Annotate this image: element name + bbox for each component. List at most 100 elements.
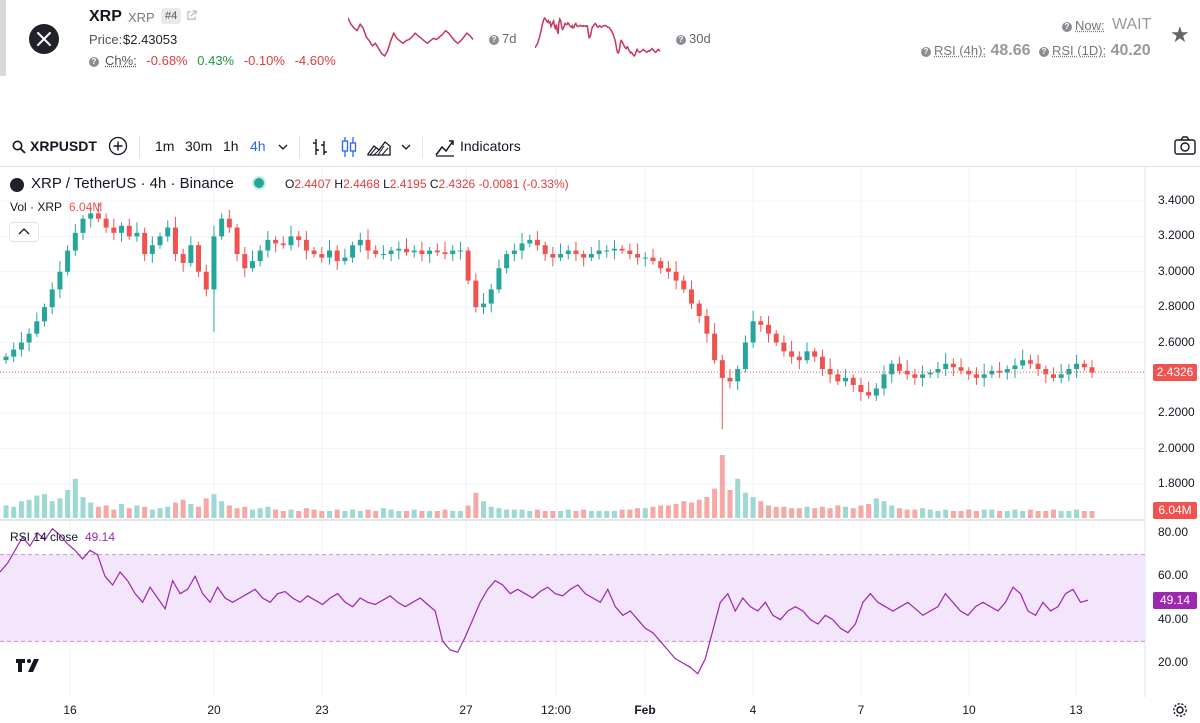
candle-body <box>1058 374 1064 378</box>
volume-bar <box>635 508 641 518</box>
candle-body <box>973 374 979 378</box>
candle-body <box>534 239 540 246</box>
candle-body <box>943 363 949 370</box>
rsi-1d-readout: ? RSI (1D): 40.20 <box>1039 42 1151 60</box>
candle-body <box>465 250 471 281</box>
candle-body <box>388 250 394 255</box>
area-style-icon[interactable] <box>367 137 391 157</box>
volume-bar <box>226 505 232 518</box>
chart-symbol-title[interactable]: XRP / TetherUS · 4h · Binance <box>31 175 234 192</box>
volume-bar <box>796 508 802 518</box>
candle-body <box>49 289 55 308</box>
volume-bar <box>534 509 540 518</box>
candle-body <box>665 268 671 272</box>
volume-bar <box>319 511 325 518</box>
volume-bar <box>943 509 949 518</box>
indicators-button[interactable]: Indicators <box>460 138 521 154</box>
candle-body <box>219 218 225 237</box>
help-icon[interactable]: ? <box>676 35 686 45</box>
search-icon[interactable] <box>12 140 26 154</box>
volume-bar <box>896 508 902 518</box>
volume-bar <box>719 455 725 518</box>
help-icon[interactable]: ? <box>1039 47 1049 57</box>
volume-bar <box>72 478 78 518</box>
rsi-label[interactable]: RSI 14 close <box>10 530 79 544</box>
last-volume-tag: 6.04M <box>1153 502 1197 519</box>
favorite-star-icon[interactable]: ★ <box>1170 22 1190 47</box>
volume-bar <box>966 509 972 518</box>
volume-bar <box>434 511 440 518</box>
candle-body <box>296 236 302 240</box>
time-tick-label: 16 <box>63 703 77 717</box>
volume-bar <box>219 501 225 518</box>
candle-body <box>126 225 132 237</box>
symbol-search-button[interactable]: XRPUSDT <box>30 138 97 154</box>
chevron-down-icon[interactable] <box>278 143 288 151</box>
volume-label[interactable]: Vol · XRP <box>10 200 63 214</box>
candle-body <box>1004 369 1010 373</box>
candle-body <box>11 349 17 357</box>
candle-body <box>488 289 494 304</box>
candles <box>3 202 1095 430</box>
candle-body <box>843 377 849 382</box>
help-icon[interactable]: ? <box>489 35 499 45</box>
external-link-icon[interactable] <box>186 10 197 21</box>
change-3: -0.10% <box>243 53 285 68</box>
candle-body <box>411 250 417 253</box>
interval-30m[interactable]: 30m <box>185 138 213 154</box>
candle-body <box>866 392 872 396</box>
volume-bar <box>496 508 502 518</box>
interval-1h[interactable]: 1h <box>223 138 239 154</box>
volume-bar <box>727 490 733 518</box>
volume-bar <box>1058 511 1064 518</box>
interval-4h[interactable]: 4h <box>250 138 266 154</box>
help-icon[interactable]: ? <box>1062 22 1072 32</box>
price-chart[interactable] <box>0 167 1200 723</box>
help-icon[interactable]: ? <box>89 57 99 67</box>
candle-body <box>596 250 602 255</box>
volume-bar <box>550 511 556 518</box>
price-tick-label: 3.0000 <box>1158 263 1195 278</box>
volume-bar <box>696 499 702 518</box>
volume-bar <box>527 511 533 518</box>
volume-bar <box>427 511 433 518</box>
rsi-4h-readout: ? RSI (4h): 48.66 <box>921 42 1031 60</box>
volume-bar <box>396 511 402 518</box>
camera-icon[interactable] <box>1173 135 1197 157</box>
candle-body <box>142 232 148 255</box>
volume-bar <box>558 511 564 518</box>
volume-bar <box>488 506 494 518</box>
volume-bar <box>973 511 979 518</box>
collapse-legend-button[interactable] <box>9 222 39 242</box>
volume-bar <box>819 506 825 518</box>
volume-bar <box>1081 511 1087 518</box>
candle-body <box>334 250 340 262</box>
interval-1m[interactable]: 1m <box>155 138 175 154</box>
add-symbol-icon[interactable] <box>108 136 128 156</box>
volume-bar <box>380 508 386 518</box>
volume-bar <box>1043 511 1049 518</box>
now-signal: WAIT <box>1112 16 1152 33</box>
xrp-mini-logo-icon <box>10 178 24 192</box>
volume-bar <box>673 504 679 518</box>
candle-body <box>642 257 648 259</box>
change-1: -0.68% <box>146 53 188 68</box>
bar-style-icon[interactable] <box>311 137 329 157</box>
help-icon[interactable]: ? <box>921 47 931 57</box>
candle-body <box>196 245 202 272</box>
volume-bar <box>234 508 240 518</box>
chevron-down-icon[interactable] <box>401 143 411 151</box>
volume-bar <box>627 509 633 518</box>
candle-body <box>681 280 687 290</box>
candle-body <box>504 254 510 269</box>
candles-style-icon[interactable] <box>340 136 358 158</box>
settings-gear-icon[interactable] <box>1172 702 1188 718</box>
volume-bar <box>165 506 171 518</box>
volume-bar <box>1012 509 1018 518</box>
candle-body <box>673 271 679 281</box>
indicators-icon[interactable] <box>434 136 456 158</box>
volume-bar <box>265 506 271 518</box>
volume-bar <box>858 505 864 518</box>
volume-bar <box>404 511 410 518</box>
candle-body <box>935 369 941 373</box>
